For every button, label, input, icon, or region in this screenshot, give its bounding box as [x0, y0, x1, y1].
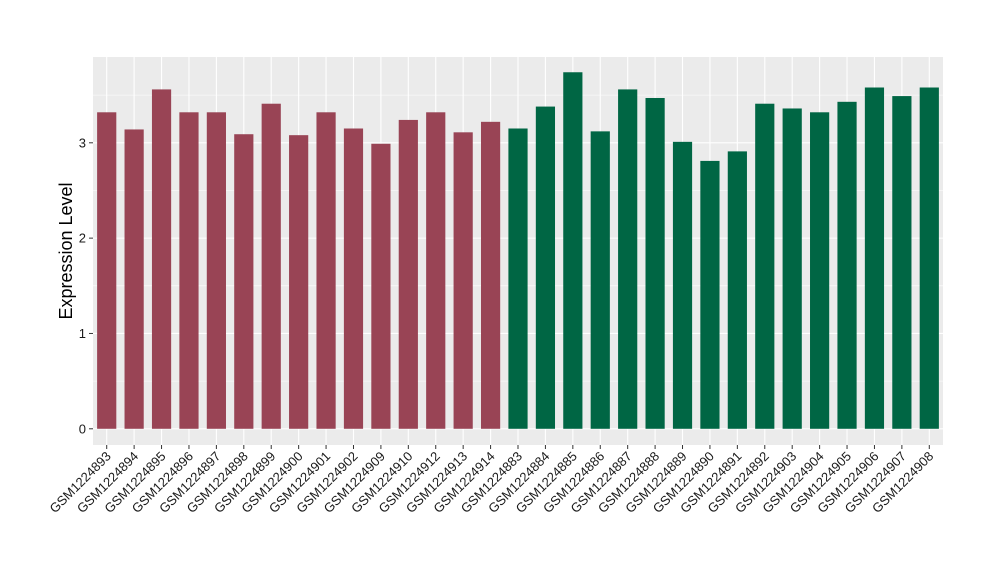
- bar-GSM1224899: [261, 103, 281, 429]
- bar-GSM1224904: [810, 112, 830, 429]
- bar-GSM1224893: [97, 112, 117, 429]
- bar-GSM1224892: [755, 103, 775, 429]
- y-axis: 0 1 2 3: [79, 135, 93, 436]
- x-axis: GSM1224893GSM1224894GSM1224895GSM1224896…: [46, 445, 936, 516]
- bar-GSM1224888: [645, 97, 665, 429]
- bar-GSM1224909: [371, 143, 391, 429]
- y-tick-label: 1: [79, 326, 86, 341]
- bar-GSM1224900: [289, 135, 309, 429]
- bar-GSM1224886: [590, 131, 610, 429]
- bars: [97, 72, 939, 429]
- y-axis-title: Expression Level: [56, 182, 76, 319]
- bar-GSM1224908: [919, 87, 939, 429]
- bar-GSM1224885: [563, 72, 583, 429]
- bar-GSM1224891: [727, 151, 747, 429]
- bar-GSM1224897: [206, 112, 226, 429]
- bar-GSM1224907: [892, 96, 912, 429]
- bar-GSM1224905: [837, 101, 857, 429]
- bar-GSM1224902: [343, 128, 364, 429]
- bar-GSM1224895: [151, 89, 172, 429]
- bar-GSM1224910: [398, 119, 418, 429]
- bar-GSM1224912: [426, 112, 446, 429]
- bar-GSM1224883: [508, 128, 528, 429]
- bar-GSM1224896: [179, 112, 199, 429]
- bar-GSM1224903: [782, 108, 802, 429]
- bar-GSM1224889: [672, 141, 693, 429]
- bar-GSM1224890: [700, 160, 720, 429]
- y-tick-label: 2: [79, 231, 86, 246]
- bar-GSM1224887: [618, 89, 638, 429]
- bar-GSM1224913: [453, 132, 473, 429]
- bar-GSM1224914: [480, 121, 501, 429]
- bar-GSM1224906: [864, 87, 885, 429]
- bar-GSM1224894: [124, 129, 144, 429]
- bar-GSM1224884: [535, 106, 556, 429]
- bar-GSM1224901: [316, 112, 336, 429]
- y-tick-label: 0: [79, 421, 86, 436]
- bar-GSM1224898: [234, 134, 254, 429]
- y-tick-label: 3: [79, 135, 86, 150]
